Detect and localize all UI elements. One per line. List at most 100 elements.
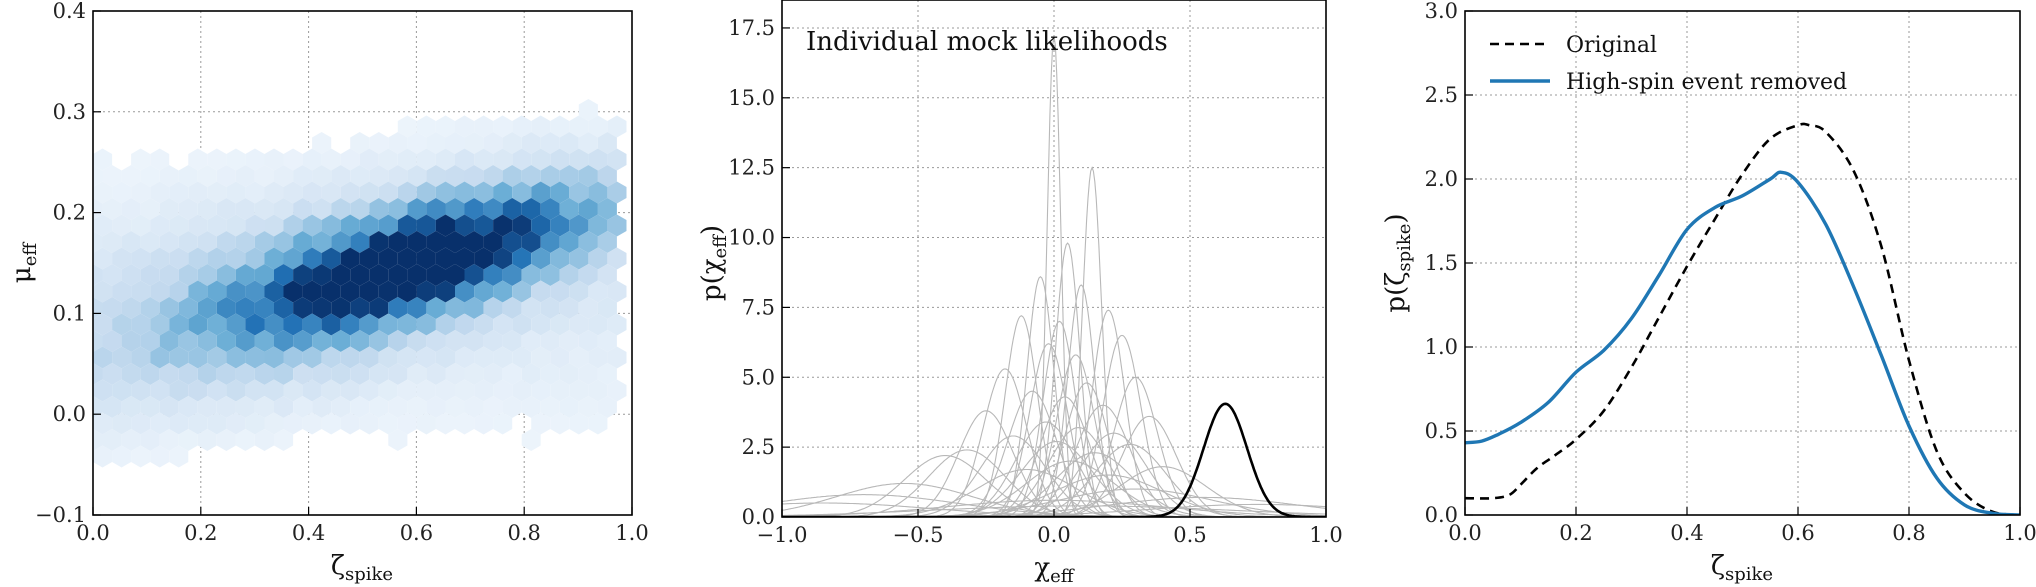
hexbin-cell <box>359 313 379 336</box>
hexbin-cell <box>216 429 236 451</box>
panel1-x-tick-label: 0.0 <box>76 521 109 545</box>
hexbin-cell <box>121 165 141 187</box>
hexbin-cell <box>502 231 522 253</box>
hexbin-cell <box>426 231 446 253</box>
hexbin-cell <box>512 280 532 303</box>
hexbin-cell <box>540 330 560 352</box>
hexbin-cell <box>331 297 351 319</box>
hexbin-cell <box>274 264 294 286</box>
hexbin-cell <box>540 132 560 154</box>
hexbin-cell <box>426 330 446 352</box>
hexbin-cell <box>178 231 198 253</box>
hexbin-cell <box>455 214 475 237</box>
hexbin-cell <box>235 363 255 385</box>
hexbin-cell <box>416 181 436 204</box>
hexbin-cell <box>597 264 617 286</box>
hexbin-cell <box>312 396 332 418</box>
hexbin-cell <box>455 247 475 270</box>
hexbin-cell <box>226 214 246 237</box>
hexbin-cell <box>521 363 541 385</box>
mock-likelihood-curve <box>782 396 1326 517</box>
mock-likelihood-curve <box>782 460 1326 517</box>
hexbin-cell <box>388 297 408 319</box>
hexbin-cell <box>407 396 427 418</box>
hexbin-cell <box>416 280 436 303</box>
hexbin-cell <box>388 165 408 187</box>
panel3-y-tick-label: 2.0 <box>1425 167 1458 191</box>
hexbin-cell <box>321 412 341 435</box>
hexbin-cell <box>207 181 227 204</box>
hexbin-cell <box>502 363 522 385</box>
panel2-x-tick-label: −1.0 <box>757 523 808 547</box>
hexbin-cell <box>350 297 370 319</box>
panel1-x-tick-label: 0.8 <box>507 521 540 545</box>
hexbin-cell <box>464 330 484 352</box>
panel-hexbin: 0.0 0.2 0.4 0.6 0.8 1.0−0.10.00.10.20.30.4 ζs… <box>7 0 649 585</box>
hexbin-cell <box>331 363 351 385</box>
panel3-ticks: 0.0 0.2 0.4 0.6 0.8 1.0 0.0 0.5 1.0 1.5 2.0 2.5 3.0 <box>1425 0 2036 545</box>
hexbin-cell <box>588 346 608 369</box>
hexbin-cell <box>283 181 303 204</box>
hexbin-cell <box>140 165 160 187</box>
hexbin-cell <box>93 231 103 253</box>
hexbin-cell <box>254 363 274 385</box>
hexbin-cell <box>588 247 608 270</box>
hexbin-cell <box>150 445 170 468</box>
hexbin-cell <box>416 412 436 435</box>
hexbin-cell <box>245 412 265 435</box>
hexbin-cell <box>321 379 341 402</box>
hexbin-cell <box>283 280 303 303</box>
hexbin-cell <box>331 231 351 253</box>
posterior-curves <box>1465 122 2020 515</box>
hexbin-cell <box>531 280 551 303</box>
hexbin-cell <box>350 396 370 418</box>
panel3-x-tick-label: 0.4 <box>1670 521 1703 545</box>
panel2-y-tick-label: 15.0 <box>728 86 775 110</box>
hexbin-cell <box>159 165 179 187</box>
hexbin-cell <box>226 346 246 369</box>
hexbin-cell <box>207 247 227 270</box>
mock-likelihood-curve <box>782 474 1326 517</box>
panel1-x-tick-label: 0.2 <box>184 521 217 545</box>
hexbin-cell <box>283 313 303 336</box>
hexbin-cell <box>397 379 417 402</box>
panel2-y-axis-label: p(χeff) <box>697 225 731 301</box>
hexbin-cell <box>569 280 589 303</box>
hexbin-cell <box>493 115 513 138</box>
hexbin-cell <box>112 313 132 336</box>
hexbin-cell <box>112 445 132 468</box>
hexbin-cell <box>169 412 189 435</box>
hexbin-cell <box>340 247 360 270</box>
hexbin-cell <box>569 379 589 402</box>
hexbin-cell <box>312 165 332 187</box>
hexbin-cell <box>293 363 313 385</box>
hexbin-cell <box>207 214 227 237</box>
hexbin-cell <box>455 313 475 336</box>
hexbin-cell <box>340 214 360 237</box>
hexbin-cell <box>474 313 494 336</box>
hexbin-cell <box>474 280 494 303</box>
hexbin-cell <box>559 330 579 352</box>
hexbin-cell <box>588 379 608 402</box>
hexbin-cell <box>312 198 332 220</box>
hexbin-cell <box>607 346 627 369</box>
hexbin-cell <box>131 412 151 435</box>
hexbin-cell <box>216 264 236 286</box>
hexbin-cell <box>321 148 341 171</box>
hexbin-cell <box>140 330 160 352</box>
hexbin-cell <box>378 379 398 402</box>
hexbin-cell <box>216 198 236 220</box>
hexbin-cell <box>521 198 541 220</box>
panel3-y-tick-label: 0.0 <box>1425 503 1458 527</box>
hexbin-cell <box>321 280 341 303</box>
hexbin-cell <box>502 396 522 418</box>
mock-likelihood-curve <box>782 440 1326 517</box>
hexbin-cell <box>274 396 294 418</box>
hexbin-cell <box>140 363 160 385</box>
hexbin-cell <box>274 198 294 220</box>
hexbin-cell <box>159 330 179 352</box>
hexbin-cell <box>188 247 208 270</box>
hexbin-cell <box>235 396 255 418</box>
hexbin-cell <box>445 396 465 418</box>
hexbin-cell <box>550 247 570 270</box>
